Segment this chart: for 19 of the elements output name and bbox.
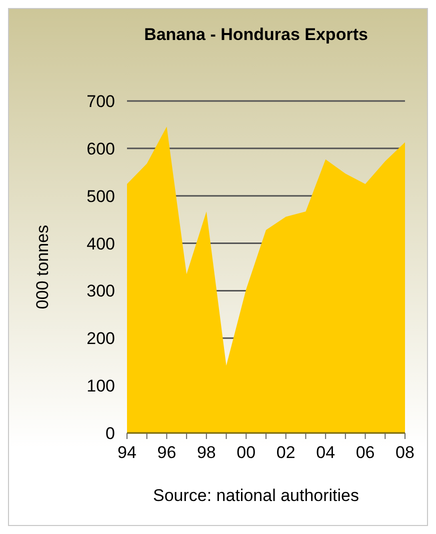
x-tick-label: 00: [236, 443, 256, 462]
x-tick-label: 04: [316, 443, 336, 462]
y-tick-label: 500: [86, 186, 115, 206]
x-tick-label: 96: [157, 443, 176, 462]
x-tick-label: 98: [196, 443, 216, 462]
x-tick-label: 08: [396, 443, 414, 462]
y-tick-label: 400: [86, 234, 115, 254]
y-tick-label: 300: [86, 282, 115, 301]
y-axis-title: 000 tonnes: [33, 224, 52, 310]
y-tick-label: 0: [106, 424, 115, 443]
y-tick-label: 200: [86, 329, 115, 348]
x-tick-label: 02: [276, 443, 296, 462]
chart-title: Banana - Honduras Exports: [144, 25, 368, 44]
x-tick-label: 94: [118, 443, 136, 462]
source-note: Source: national authorities: [152, 486, 360, 505]
x-tick-label: 06: [356, 443, 375, 462]
y-tick-label: 100: [86, 376, 115, 396]
y-tick-label: 700: [86, 92, 115, 111]
y-tick-label: 600: [86, 139, 115, 158]
